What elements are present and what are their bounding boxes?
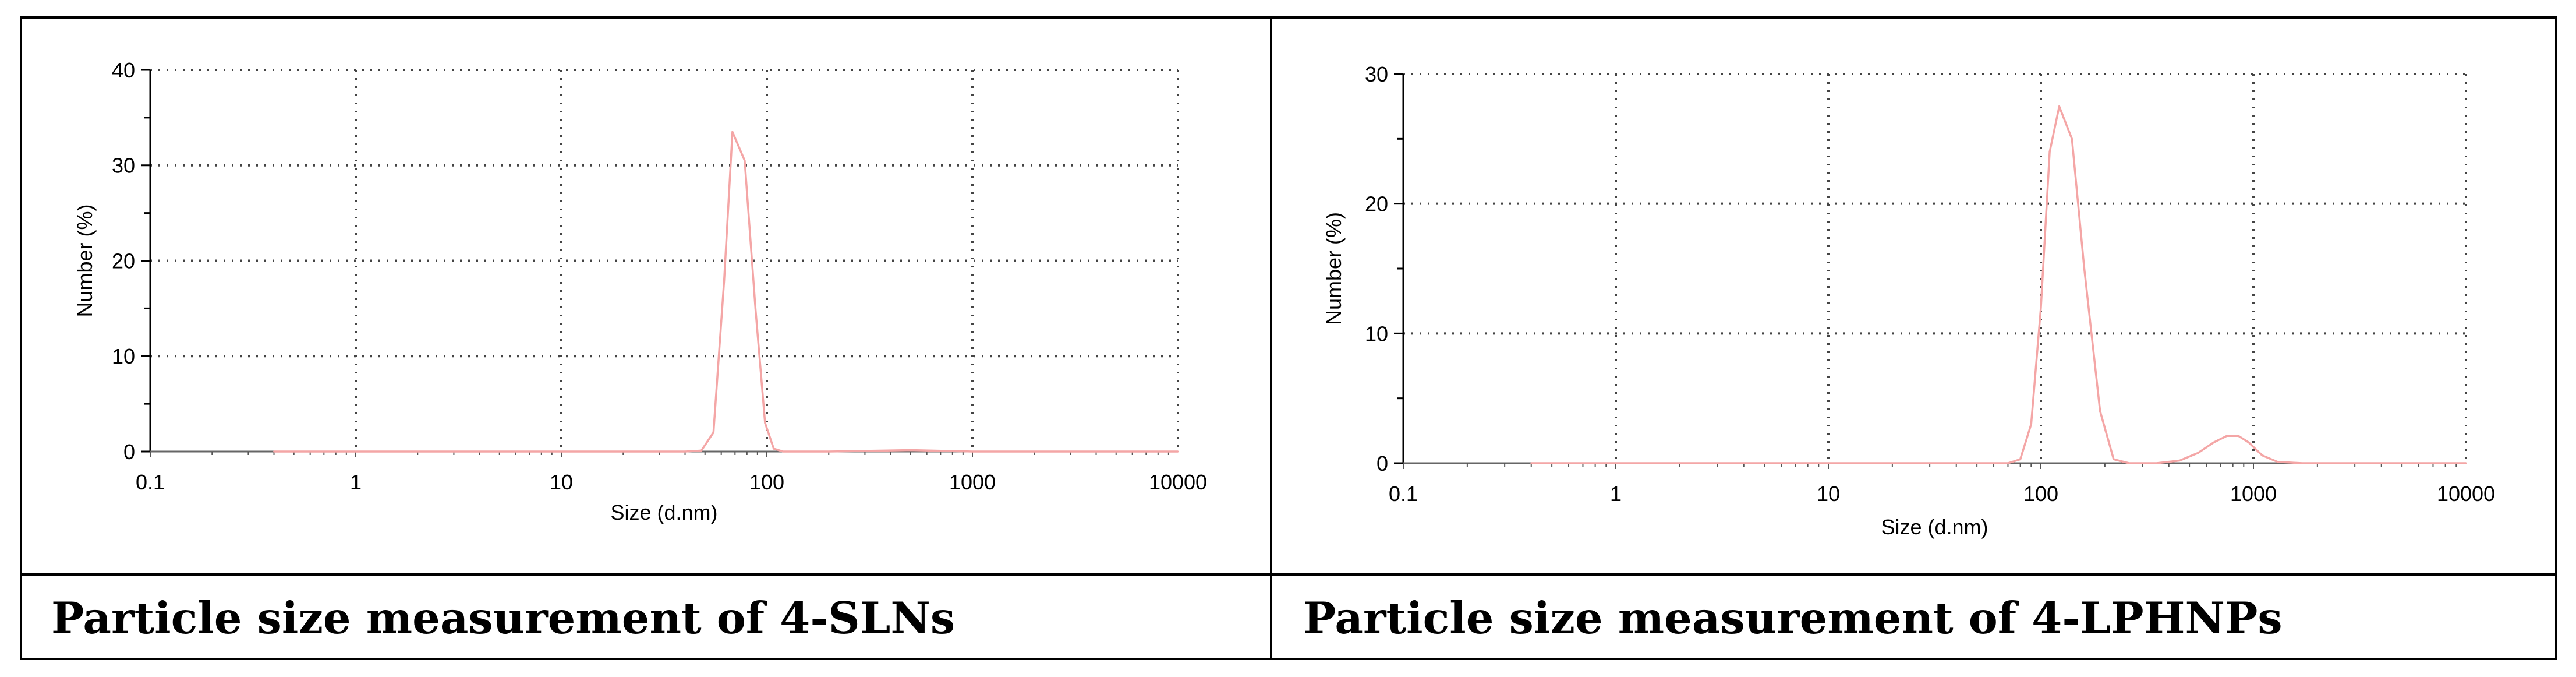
x-tick-label: 100 bbox=[749, 470, 784, 494]
x-tick-label: 1000 bbox=[2230, 482, 2277, 506]
x-tick-label: 10000 bbox=[1149, 470, 1207, 494]
data-point bbox=[2058, 105, 2061, 108]
data-point bbox=[2301, 462, 2303, 464]
x-axis-label: Size (d.nm) bbox=[1881, 515, 1988, 539]
data-point bbox=[2019, 458, 2022, 460]
data-point bbox=[2071, 137, 2073, 140]
data-point bbox=[355, 450, 357, 453]
y-axis-label: Number (%) bbox=[73, 204, 97, 317]
data-point bbox=[2277, 461, 2279, 463]
row-divider bbox=[22, 573, 2555, 576]
data-point bbox=[2465, 462, 2467, 464]
y-tick-label: 30 bbox=[1365, 62, 1388, 86]
data-point bbox=[2113, 458, 2115, 460]
y-tick-label: 40 bbox=[112, 58, 135, 82]
data-point bbox=[910, 449, 912, 452]
chart-left: 0 10 20 30 40 0.1 1 10 100 1000 10000 Size (d.nm) Nu… bbox=[73, 58, 1207, 524]
data-point bbox=[2213, 441, 2215, 443]
data-point bbox=[1827, 462, 1830, 464]
data-point bbox=[2048, 151, 2051, 153]
data-point bbox=[1177, 450, 1179, 453]
data-point bbox=[1530, 462, 1533, 464]
data-point bbox=[2178, 460, 2181, 462]
data-point bbox=[712, 431, 714, 433]
x-tick-label: 0.1 bbox=[1389, 482, 1418, 506]
data-point bbox=[700, 449, 702, 452]
data-point bbox=[827, 450, 830, 453]
data-point bbox=[560, 450, 562, 453]
data-point bbox=[2099, 410, 2101, 412]
data-point bbox=[2030, 423, 2032, 425]
series-line bbox=[1531, 105, 2466, 464]
data-point bbox=[764, 422, 766, 424]
x-tick-label: 1000 bbox=[949, 470, 996, 494]
y-tick-label: 0 bbox=[1377, 452, 1388, 475]
x-tick-label: 1 bbox=[1610, 482, 1622, 506]
y-tick-label: 20 bbox=[112, 249, 135, 273]
y-tick-label: 10 bbox=[1365, 322, 1388, 345]
data-point bbox=[782, 450, 784, 453]
caption-left: Particle size measurement of 4-SLNs bbox=[51, 592, 956, 644]
data-point bbox=[684, 450, 687, 453]
x-tick-label: 100 bbox=[2023, 482, 2058, 506]
data-point bbox=[723, 278, 726, 281]
data-point bbox=[2007, 462, 2009, 464]
y-tick-label: 20 bbox=[1365, 192, 1388, 216]
x-tick-label: 10000 bbox=[2437, 482, 2495, 506]
y-tick-label: 0 bbox=[123, 440, 135, 464]
x-tick-label: 0.1 bbox=[136, 470, 165, 494]
series-line bbox=[274, 131, 1178, 453]
data-point bbox=[2156, 462, 2158, 464]
data-point bbox=[1615, 462, 1617, 464]
data-point bbox=[2237, 435, 2239, 437]
y-tick-label: 30 bbox=[112, 154, 135, 178]
data-point bbox=[2083, 267, 2086, 270]
data-point bbox=[273, 450, 275, 453]
data-point bbox=[2225, 435, 2228, 437]
x-tick-label: 10 bbox=[550, 470, 573, 494]
x-tick-label: 10 bbox=[1817, 482, 1840, 506]
data-point bbox=[2248, 441, 2250, 443]
x-axis-label: Size (d.nm) bbox=[610, 500, 717, 524]
data-point bbox=[731, 131, 734, 133]
data-point bbox=[2040, 306, 2042, 309]
data-point bbox=[773, 447, 775, 450]
data-point bbox=[2261, 454, 2263, 457]
y-axis-label: Number (%) bbox=[1322, 212, 1346, 325]
column-divider bbox=[1270, 19, 1272, 658]
y-tick-label: 10 bbox=[112, 344, 135, 368]
data-point bbox=[971, 450, 974, 453]
data-point bbox=[2197, 452, 2199, 454]
caption-right: Particle size measurement of 4-LPHNPs bbox=[1303, 592, 2283, 644]
chart-right: 0 10 20 30 0.1 1 10 100 1000 10000 Size (d.nm) Numb… bbox=[1322, 62, 2495, 539]
figure-table: 0 10 20 30 40 0.1 1 10 100 1000 10000 Size (d.nm) Nu… bbox=[20, 16, 2557, 660]
data-point bbox=[744, 160, 746, 162]
data-point bbox=[2128, 462, 2130, 464]
x-tick-label: 1 bbox=[350, 470, 362, 494]
data-point bbox=[754, 307, 756, 309]
